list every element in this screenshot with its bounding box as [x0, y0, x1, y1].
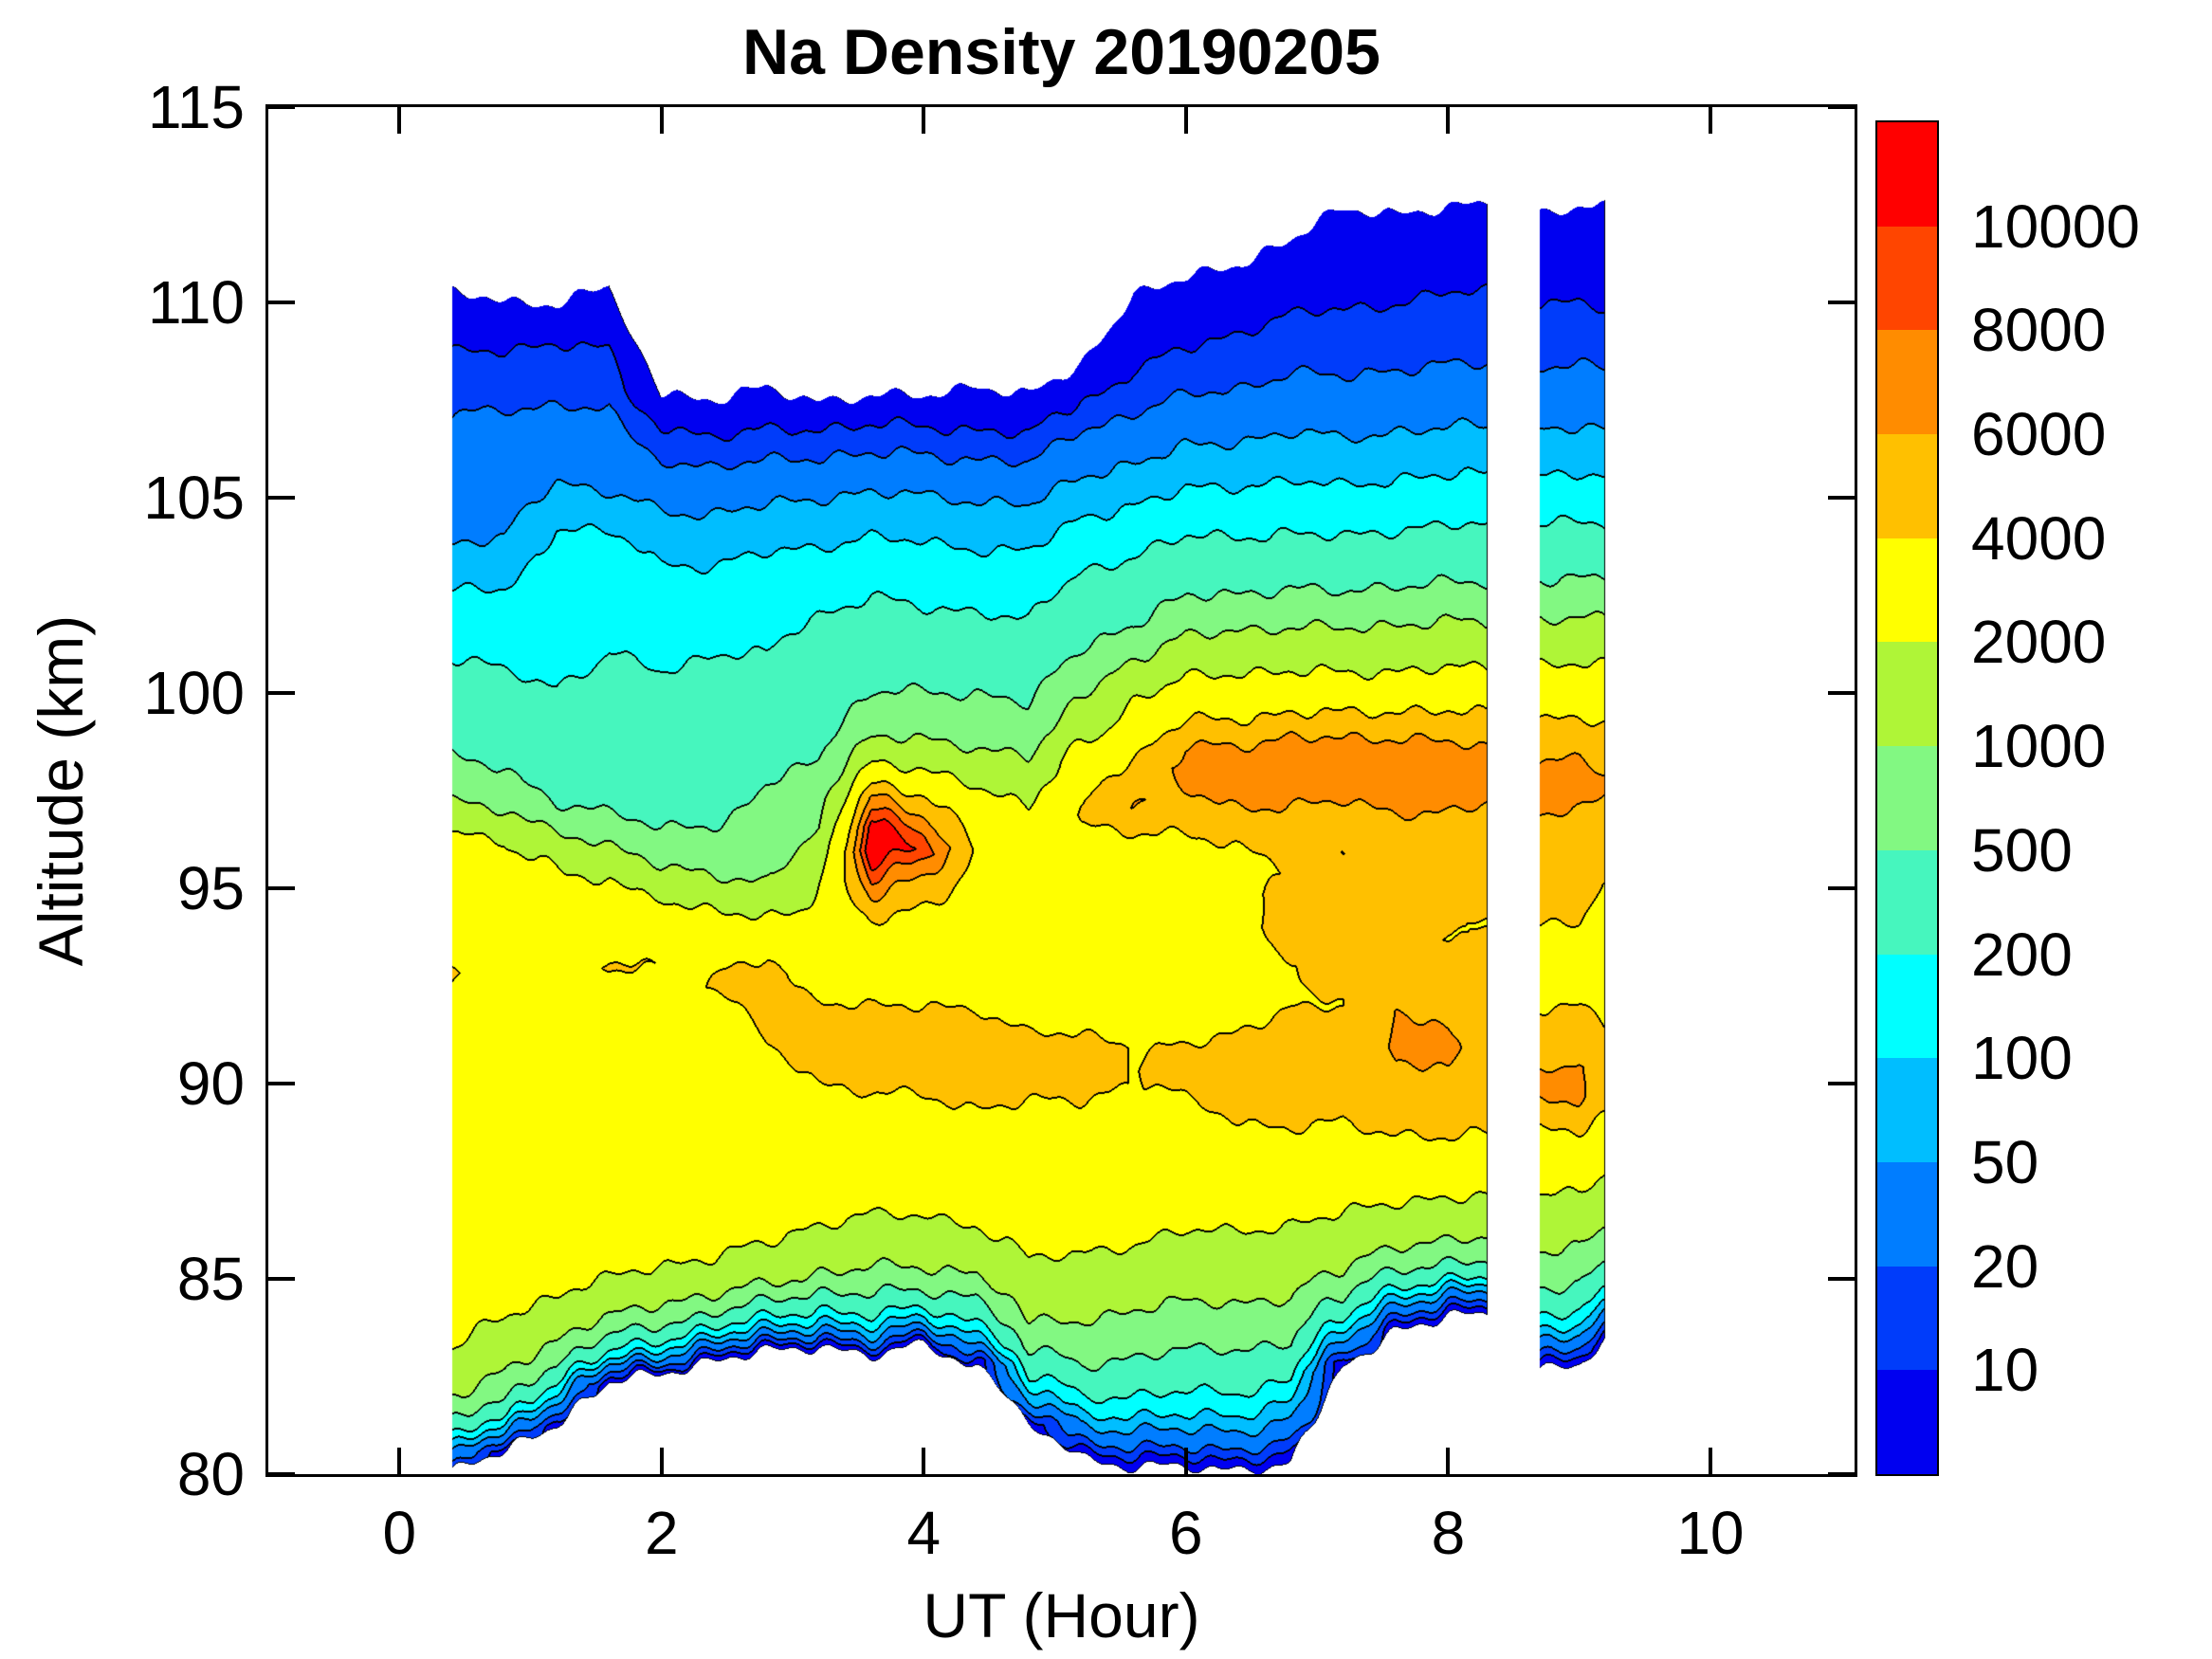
colorbar-band	[1877, 849, 1937, 955]
colorbar-tick-label: 20	[1971, 1231, 2039, 1301]
y-tick-label: 100	[143, 659, 245, 727]
colorbar-band	[1877, 746, 1937, 850]
chart-title: Na Density 20190205	[742, 16, 1380, 88]
x-tick-top	[922, 107, 926, 134]
x-tick-bottom	[1446, 1448, 1451, 1474]
x-tick-bottom	[1708, 1448, 1712, 1474]
colorbar-band	[1877, 434, 1937, 538]
colorbar-tick-label: 200	[1971, 920, 2073, 989]
colorbar-tick-label: 6000	[1971, 400, 2107, 469]
colorbar-band	[1877, 1266, 1937, 1371]
y-tick-left	[268, 1082, 295, 1085]
y-tick-right	[1828, 496, 1855, 500]
colorbar-band	[1877, 122, 1937, 227]
y-tick-label: 85	[176, 1245, 245, 1313]
y-tick-left	[268, 691, 295, 695]
x-tick-label: 10	[1676, 1499, 1745, 1567]
y-tick-left	[268, 105, 295, 109]
x-tick-bottom	[397, 1448, 402, 1474]
y-tick-label: 110	[147, 268, 245, 337]
x-tick-label: 4	[906, 1499, 941, 1567]
x-axis-title: UT (Hour)	[923, 1580, 1200, 1650]
y-tick-label: 95	[176, 854, 245, 922]
y-tick-right	[1828, 105, 1855, 109]
y-tick-label: 115	[147, 73, 245, 141]
colorbar-band	[1877, 642, 1937, 747]
y-tick-right	[1828, 301, 1855, 304]
x-tick-bottom	[659, 1448, 664, 1474]
colorbar-tick-label: 8000	[1971, 296, 2107, 365]
y-tick-right	[1828, 1082, 1855, 1085]
colorbar-tick-label: 50	[1971, 1127, 2039, 1196]
x-tick-top	[1708, 107, 1712, 134]
y-tick-label: 90	[176, 1049, 245, 1118]
colorbar-band	[1877, 330, 1937, 435]
colorbar-tick-label: 10	[1971, 1336, 2039, 1405]
x-tick-label: 0	[382, 1499, 417, 1567]
y-tick-left	[268, 301, 295, 304]
x-tick-label: 8	[1431, 1499, 1466, 1567]
x-tick-top	[397, 107, 402, 134]
y-tick-left	[268, 1472, 295, 1476]
y-tick-right	[1828, 1277, 1855, 1281]
y-tick-left	[268, 1277, 295, 1281]
colorbar-tick-label: 1000	[1971, 712, 2107, 781]
x-tick-label: 2	[644, 1499, 679, 1567]
colorbar-tick-label: 2000	[1971, 608, 2107, 677]
y-tick-left	[268, 886, 295, 890]
y-axis-title: Altitude (km)	[26, 614, 96, 967]
colorbar-tick-label: 500	[1971, 815, 2073, 884]
y-tick-right	[1828, 886, 1855, 890]
colorbar-band	[1877, 1370, 1937, 1474]
colorbar-tick-label: 100	[1971, 1024, 2073, 1093]
x-tick-bottom	[1183, 1448, 1188, 1474]
y-tick-label: 105	[143, 464, 245, 532]
x-tick-top	[1446, 107, 1451, 134]
y-tick-left	[268, 496, 295, 500]
colorbar-band	[1877, 226, 1937, 331]
x-tick-top	[659, 107, 664, 134]
colorbar	[1875, 120, 1939, 1476]
plot-box	[265, 104, 1857, 1477]
y-tick-right	[1828, 1472, 1855, 1476]
colorbar-tick-label: 10000	[1971, 191, 2140, 261]
x-tick-label: 6	[1169, 1499, 1203, 1567]
colorbar-band	[1877, 1161, 1937, 1267]
x-tick-bottom	[922, 1448, 926, 1474]
contour-canvas	[268, 107, 1855, 1474]
y-tick-label: 80	[176, 1440, 245, 1508]
colorbar-tick-label: 4000	[1971, 503, 2107, 573]
colorbar-band	[1877, 538, 1937, 643]
x-tick-top	[1183, 107, 1188, 134]
y-tick-right	[1828, 691, 1855, 695]
colorbar-band	[1877, 954, 1937, 1059]
colorbar-band	[1877, 1058, 1937, 1162]
